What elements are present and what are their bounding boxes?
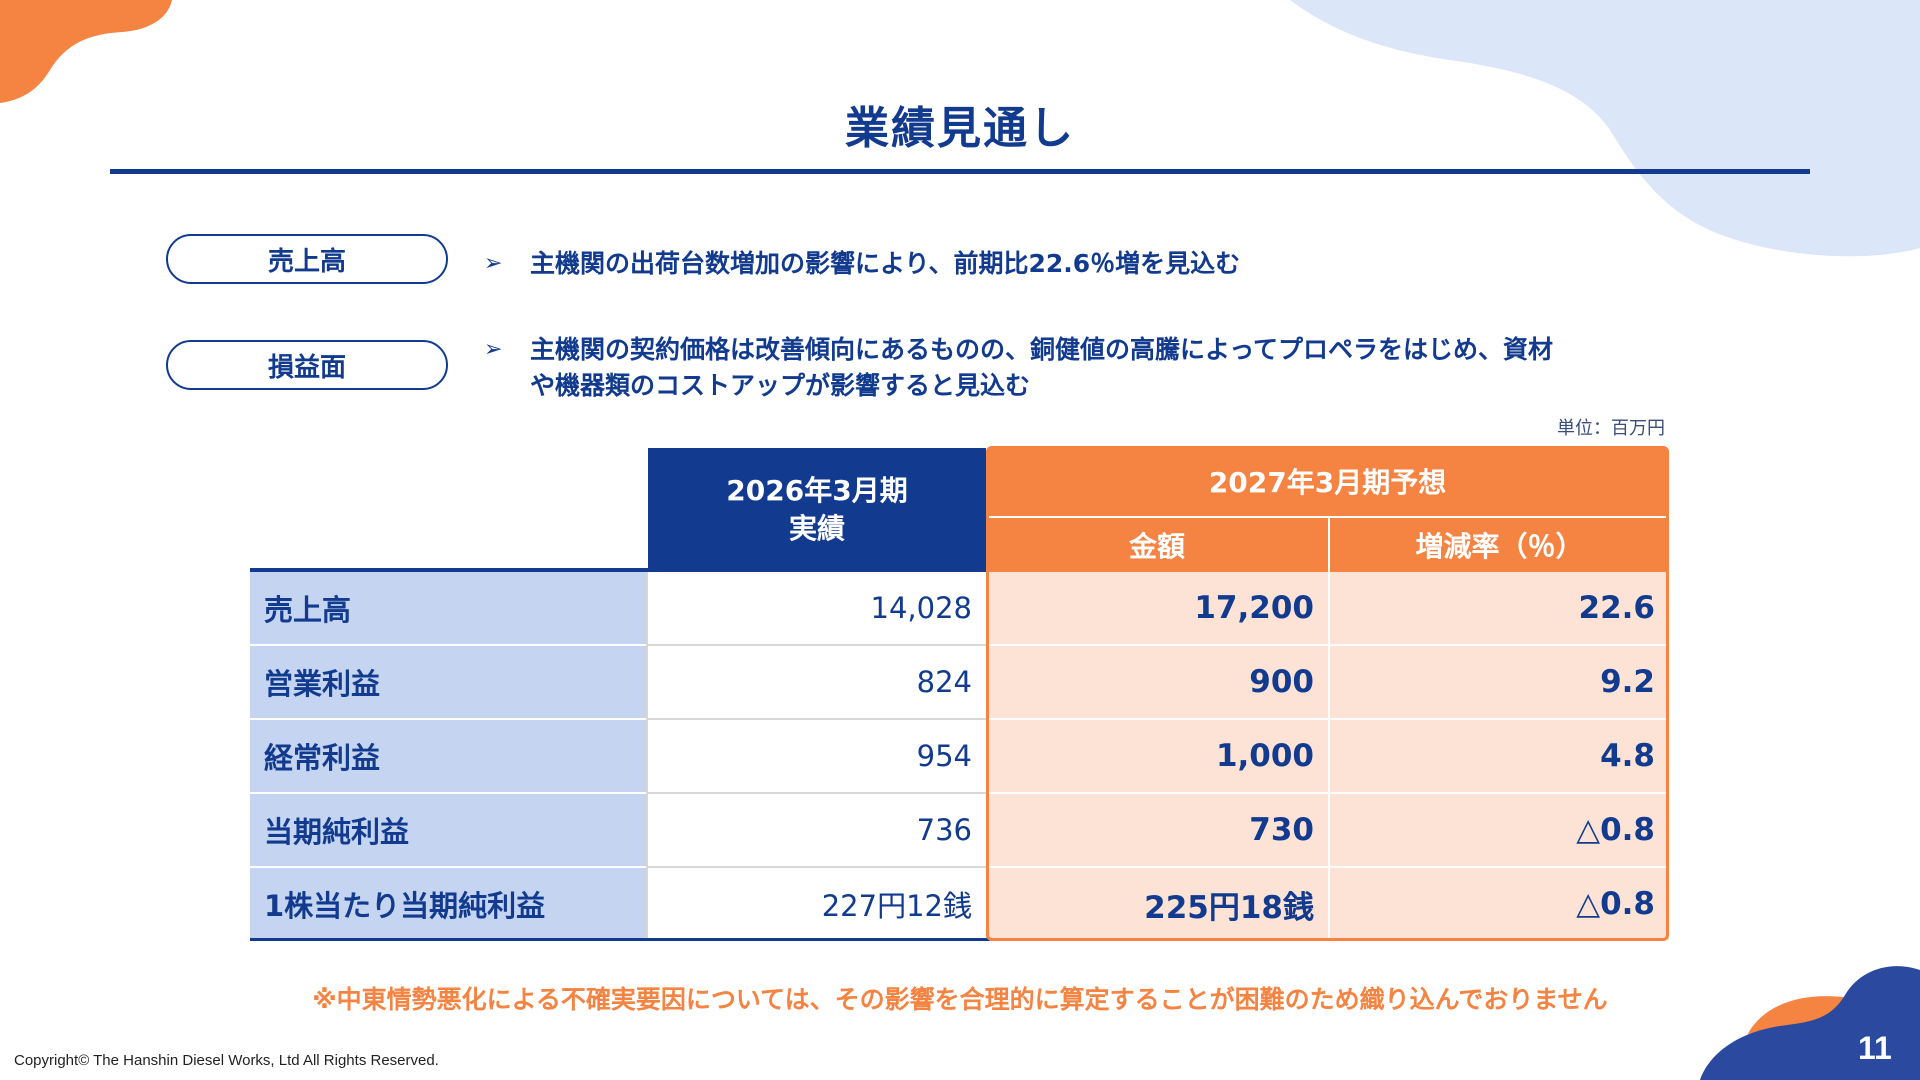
sales-label-pill: 売上高 [166,234,448,284]
table-cell-actual: 954 [648,720,986,794]
blue-blob-top-right-decoration [1290,0,1920,257]
table-cell-forecast: 17,200 [986,572,1328,646]
table-cell-rate: 4.8 [1330,720,1669,794]
profit-bullet-line-1: 主機関の契約価格は改善傾向にあるものの、銅健値の高騰によってプロペラをはじめ、資… [530,335,1554,364]
table-row-label: 売上高 [250,572,648,646]
title-underline-divider [110,169,1810,174]
forecast-column-header: 2027年3月期予想 [986,446,1669,516]
table-cell-forecast: 1,000 [986,720,1328,794]
actual-header-period: 2026年3月期 [726,474,908,507]
table-row-label: 営業利益 [250,646,648,720]
table-cell-rate: 22.6 [1330,572,1669,646]
table-cell-forecast: 730 [986,794,1328,868]
table-row-label: 当期純利益 [250,794,648,868]
table-cell-rate: 9.2 [1330,646,1669,720]
table-cell-forecast: 225円18銭 [986,868,1328,940]
table-cell-rate: △0.8 [1330,868,1669,940]
unit-label: 単位：百万円 [1557,418,1665,439]
label-actual-separator [646,572,648,940]
footnote-warning: ※中東情勢悪化による不確実要因については、その影響を合理的に算定することが困難の… [312,985,1608,1014]
arrow-bullet-icon: ➢ [484,251,503,276]
arrow-bullet-icon: ➢ [484,337,503,362]
label-column-top-rule [250,568,648,572]
actual-column-header: 2026年3月期 実績 [648,448,986,572]
profit-bullet-text: 主機関の契約価格は改善傾向にあるものの、銅健値の高騰によってプロペラをはじめ、資… [530,332,1680,404]
actual-header-type: 実績 [788,512,845,545]
table-cell-actual: 14,028 [648,572,986,646]
table-cell-forecast: 900 [986,646,1328,720]
table-cell-actual: 824 [648,646,986,720]
page-number: 11 [1858,1030,1892,1066]
navy-blob-bottom-right-decoration [1700,966,1920,1080]
table-cell-actual: 736 [648,794,986,868]
table-row-label: 経常利益 [250,720,648,794]
copyright-text: Copyright© The Hanshin Diesel Works, Ltd… [14,1052,439,1069]
table-bottom-rule [250,938,990,941]
profit-bullet-line-2: や機器類のコストアップが影響すると見込む [530,371,1031,400]
header-column-separator [1328,518,1330,572]
forecast-header-divider [990,516,1665,518]
forecast-block-outline [986,446,1669,941]
profit-label-pill: 損益面 [166,340,448,390]
table-cell-actual: 227円12銭 [648,868,986,940]
rate-column-header: 増減率（％） [1330,518,1669,572]
table-row-label: 1株当たり当期純利益 [250,868,648,940]
page-title: 業績見通し [845,103,1075,154]
orange-blob-top-left-decoration [0,0,172,103]
amount-column-header: 金額 [986,518,1328,572]
table-cell-rate: △0.8 [1330,794,1669,868]
sales-bullet-text: 主機関の出荷台数増加の影響により、前期比22.6％増を見込む [530,249,1241,278]
body-column-separator [1328,572,1330,940]
